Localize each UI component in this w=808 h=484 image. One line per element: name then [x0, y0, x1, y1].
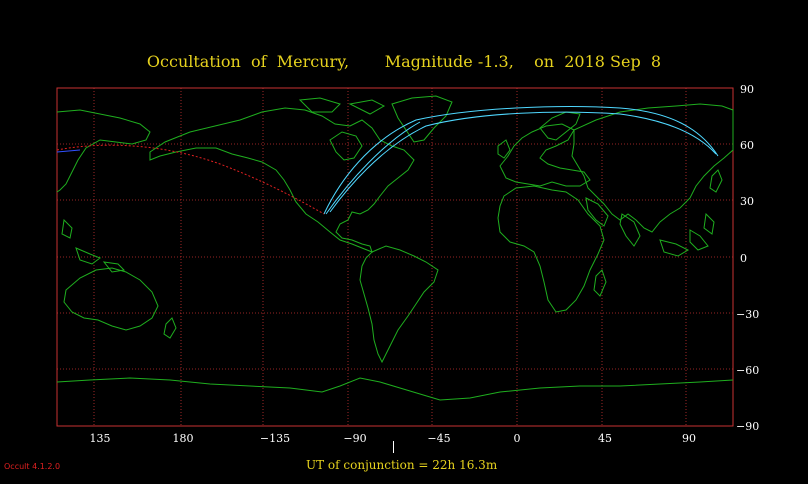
- lat-label-minus60: −60: [736, 364, 760, 377]
- scandinavia: [539, 111, 581, 141]
- lon-label-minus135: −135: [259, 432, 291, 445]
- arabia-india: [585, 197, 641, 247]
- graticule: [57, 88, 733, 426]
- path-south-limit: [329, 111, 717, 213]
- hudson-bay: [329, 131, 363, 161]
- british-isles: [497, 139, 511, 159]
- path-center: [325, 121, 421, 215]
- lon-label-minus90: −90: [343, 432, 367, 445]
- lon-label-180: 180: [172, 432, 194, 445]
- madagascar: [593, 269, 607, 297]
- southeast-asia-islands: [61, 212, 715, 273]
- coastlines: [56, 95, 734, 401]
- lat-label-30: 30: [740, 195, 754, 208]
- japan: [709, 169, 723, 193]
- map-title: Occultation of Mercury, Magnitude -1.3, …: [146, 52, 662, 71]
- conjunction-time: UT of conjunction = 22h 16.3m: [306, 458, 498, 472]
- path-edge-segment: [56, 149, 81, 153]
- lon-label-0: 0: [513, 432, 521, 445]
- lon-label-90: 90: [682, 432, 696, 445]
- conjunction-tick: [393, 441, 394, 453]
- lat-label-0: 0: [740, 252, 747, 265]
- occultation-path: [323, 106, 719, 215]
- east-asia-left: [56, 109, 151, 193]
- lon-label-135: 135: [89, 432, 111, 445]
- lat-label-90: 90: [740, 83, 754, 96]
- new-zealand: [163, 317, 177, 339]
- antarctica-coast: [56, 377, 734, 401]
- path-below-horizon: [56, 144, 325, 215]
- lon-label-45: 45: [598, 432, 612, 445]
- software-version: Occult 4.1.2.0: [4, 462, 61, 471]
- lon-label-minus45: −45: [427, 432, 451, 445]
- path-north-limit: [323, 106, 719, 215]
- europe-coast: [499, 123, 591, 187]
- north-america-coast: [149, 107, 415, 253]
- lat-label-minus90: −90: [736, 420, 760, 433]
- arctic-islands: [298, 97, 386, 115]
- lat-label-minus30: −30: [736, 308, 760, 321]
- australia-coast: [63, 267, 159, 331]
- lat-label-60: 60: [740, 139, 754, 152]
- africa-coast: [497, 185, 605, 313]
- south-america-coast: [359, 245, 439, 364]
- asia-coast: [571, 103, 734, 233]
